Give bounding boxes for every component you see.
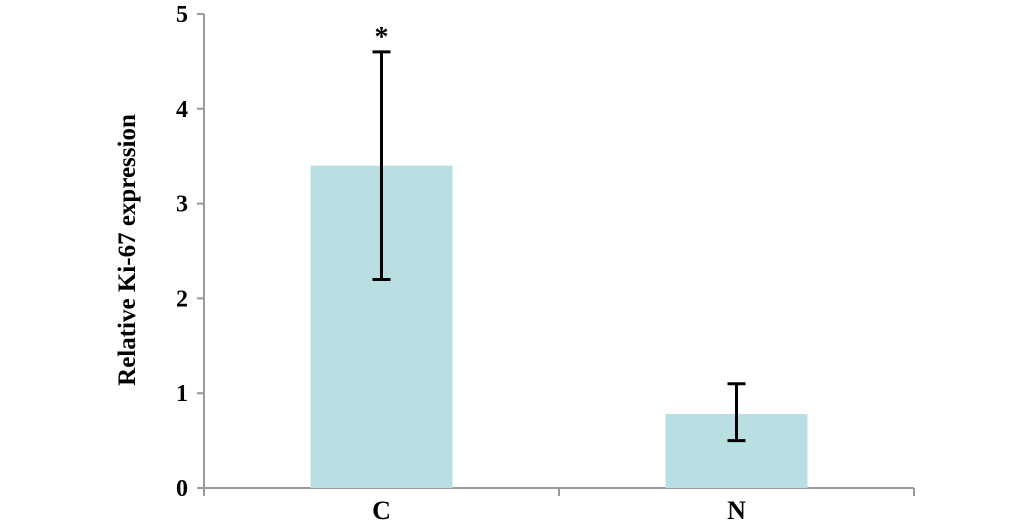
error-bars (372, 50, 746, 443)
labels: 0 1 2 3 4 5 C * N (176, 2, 746, 525)
y-tick-label-2: 2 (176, 286, 188, 312)
y-tick-label-4: 4 (176, 97, 188, 123)
y-tick-label-0: 0 (176, 476, 188, 502)
category-label-C: C (372, 496, 391, 525)
category-label-N: N (727, 496, 746, 525)
y-tick-label-1: 1 (176, 381, 188, 407)
y-tick-label-3: 3 (176, 192, 188, 218)
y-tick-label-5: 5 (176, 2, 188, 28)
y-axis-title: Relative Ki-67 expression (114, 114, 141, 386)
significance-marker-C: * (375, 22, 389, 53)
